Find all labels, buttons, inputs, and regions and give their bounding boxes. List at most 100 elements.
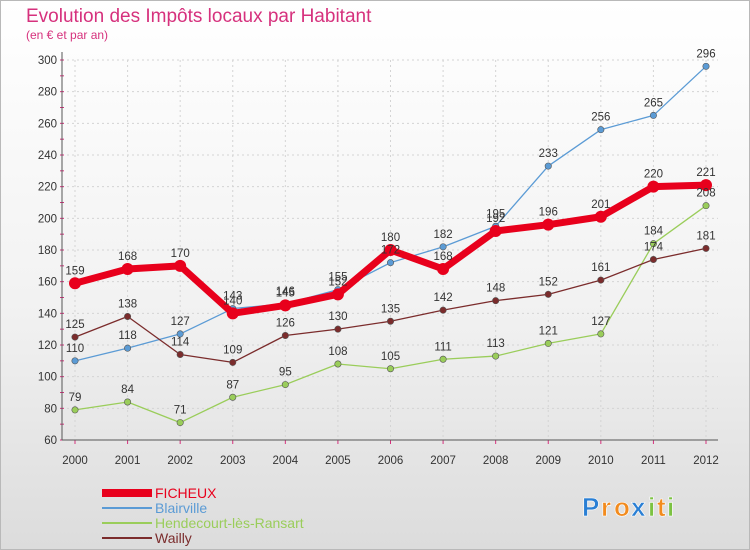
x-tick-label: 2010 bbox=[588, 455, 614, 467]
data-point bbox=[544, 339, 552, 347]
data-label: 135 bbox=[381, 303, 400, 315]
legend-label: FICHEUX bbox=[155, 485, 217, 501]
data-label: 192 bbox=[486, 213, 505, 225]
data-label: 196 bbox=[539, 207, 558, 219]
data-point bbox=[124, 344, 132, 352]
data-point bbox=[594, 210, 607, 223]
data-point bbox=[702, 244, 710, 252]
data-label: 152 bbox=[328, 276, 347, 288]
y-tick-label: 100 bbox=[38, 372, 57, 384]
y-tick-label: 80 bbox=[44, 403, 57, 415]
data-label: 145 bbox=[276, 287, 295, 299]
data-label: 127 bbox=[591, 316, 610, 328]
x-tick-label: 2008 bbox=[483, 455, 509, 467]
data-point bbox=[176, 330, 184, 338]
data-point bbox=[492, 352, 500, 360]
data-label: 110 bbox=[66, 343, 84, 355]
data-point bbox=[176, 350, 184, 358]
data-label: 220 bbox=[644, 169, 663, 181]
data-label: 265 bbox=[644, 97, 663, 109]
data-label: 184 bbox=[644, 226, 664, 238]
chart-subtitle: (en € et par an) bbox=[26, 28, 108, 42]
data-label: 182 bbox=[433, 229, 452, 241]
chart-title: Evolution des Impôts locaux par Habitant bbox=[26, 6, 372, 27]
data-point bbox=[281, 381, 289, 389]
x-tick-label: 2007 bbox=[430, 455, 456, 467]
data-point bbox=[71, 333, 79, 341]
data-label: 113 bbox=[486, 338, 504, 350]
data-label: 138 bbox=[118, 299, 137, 311]
data-point bbox=[386, 365, 394, 373]
data-label: 208 bbox=[696, 188, 715, 200]
data-label: 71 bbox=[174, 405, 187, 417]
y-tick-label: 280 bbox=[38, 87, 57, 99]
data-point bbox=[174, 259, 187, 272]
data-label: 152 bbox=[539, 276, 558, 288]
y-tick-label: 300 bbox=[38, 55, 57, 67]
data-point bbox=[334, 360, 342, 368]
data-point bbox=[649, 255, 657, 263]
y-tick-label: 260 bbox=[38, 118, 57, 130]
data-label: 121 bbox=[539, 325, 558, 337]
data-point bbox=[69, 277, 81, 290]
y-tick-label: 220 bbox=[38, 182, 57, 194]
data-label: 125 bbox=[65, 319, 84, 331]
data-point bbox=[279, 299, 292, 312]
data-label: 172 bbox=[381, 245, 400, 257]
data-label: 180 bbox=[381, 232, 400, 244]
data-label: 168 bbox=[433, 251, 452, 263]
x-tick-label: 2005 bbox=[325, 455, 351, 467]
data-point bbox=[386, 317, 394, 325]
data-point bbox=[124, 398, 132, 406]
data-label: 114 bbox=[171, 337, 190, 349]
logo-letter: i bbox=[648, 492, 655, 522]
data-point bbox=[281, 331, 289, 339]
data-point bbox=[226, 307, 239, 320]
y-tick-label: 120 bbox=[38, 340, 57, 352]
data-point bbox=[439, 355, 447, 363]
data-label: 174 bbox=[644, 242, 664, 254]
data-label: 105 bbox=[381, 351, 400, 363]
y-tick-label: 180 bbox=[38, 245, 57, 257]
data-label: 296 bbox=[696, 48, 715, 60]
data-label: 142 bbox=[433, 292, 452, 304]
data-point bbox=[229, 358, 237, 366]
data-point bbox=[647, 180, 660, 193]
data-point bbox=[702, 62, 710, 70]
data-point bbox=[702, 202, 710, 210]
data-point bbox=[649, 240, 657, 248]
data-label: 126 bbox=[276, 318, 295, 330]
data-point bbox=[700, 179, 712, 192]
legend-label: Wailly bbox=[155, 530, 192, 546]
data-label: 146 bbox=[276, 286, 295, 298]
data-point bbox=[597, 276, 605, 284]
y-tick-label: 140 bbox=[38, 308, 57, 320]
data-label: 161 bbox=[591, 262, 610, 274]
x-tick-label: 2003 bbox=[220, 455, 246, 467]
data-label: 118 bbox=[118, 330, 136, 342]
data-label: 148 bbox=[486, 283, 505, 295]
data-point bbox=[439, 306, 447, 314]
data-label: 109 bbox=[223, 344, 242, 356]
data-label: 143 bbox=[223, 291, 242, 303]
data-point bbox=[384, 244, 397, 256]
y-tick-label: 200 bbox=[38, 213, 57, 225]
data-label: 111 bbox=[434, 341, 451, 353]
data-point bbox=[492, 297, 500, 305]
data-label: 170 bbox=[171, 248, 190, 260]
data-point bbox=[597, 330, 605, 338]
y-tick-label: 60 bbox=[44, 435, 57, 447]
logo-letter: t bbox=[657, 492, 666, 522]
logo-letter: P bbox=[582, 492, 599, 522]
data-label: 181 bbox=[696, 230, 715, 242]
axes: 60 80 100 120 140 160 180 200 220 240 260 280 300 200… bbox=[38, 52, 719, 467]
legend-label: Blairville bbox=[155, 500, 207, 516]
legend-label: Hendecourt-lès-Ransart bbox=[155, 515, 304, 531]
x-tick-label: 2012 bbox=[693, 455, 719, 467]
logo-letter: x bbox=[631, 492, 646, 522]
x-tick-label: 2001 bbox=[115, 455, 141, 467]
data-point bbox=[597, 126, 605, 134]
data-label: 201 bbox=[591, 199, 610, 211]
data-point bbox=[229, 393, 237, 401]
